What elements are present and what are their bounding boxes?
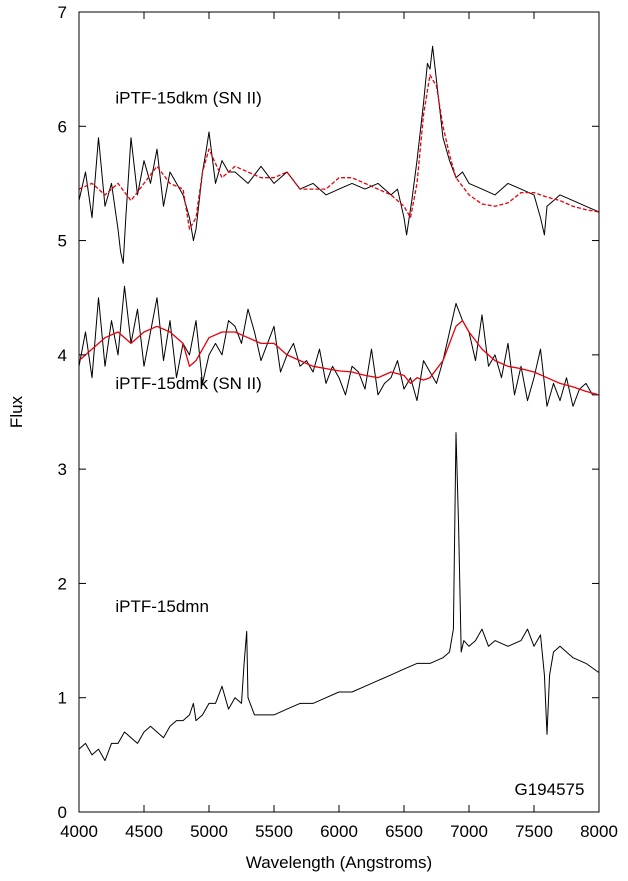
annotation-layer: iPTF-15dkm (SN II) iPTF-15dmk (SN II) iPTF… — [115, 88, 584, 798]
x-tick-label: 5500 — [255, 822, 293, 841]
x-tick-label: 4500 — [125, 822, 163, 841]
annotation-label: iPTF-15dkm (SN II) — [115, 88, 261, 107]
y-tick-label: 3 — [58, 460, 67, 479]
y-tick-label: 5 — [58, 232, 67, 251]
series-line-3 — [78, 285, 599, 407]
x-tick-label: 7500 — [515, 822, 553, 841]
series-layer — [78, 45, 600, 762]
x-axis-title: Wavelength (Angstroms) — [246, 853, 432, 872]
y-tick-label: 7 — [58, 3, 67, 22]
annotation-label: G194575 — [515, 780, 585, 799]
series-line-5 — [78, 432, 600, 762]
annotation-label: iPTF-15dmn — [115, 597, 209, 616]
annotation-label: iPTF-15dmk (SN II) — [115, 374, 261, 393]
tick-layer: 4000 4500 5000 5500 6000 6500 7000 7500 8000 0 1 2 3… — [58, 3, 618, 841]
series-line-2 — [78, 74, 600, 230]
x-tick-label: 5000 — [190, 822, 228, 841]
y-tick-label: 2 — [58, 574, 67, 593]
series-line-1 — [78, 45, 600, 264]
series-line-4 — [78, 319, 600, 396]
x-tick-label: 6500 — [385, 822, 423, 841]
x-tick-label: 7000 — [450, 822, 488, 841]
x-tick-label: 8000 — [580, 822, 618, 841]
x-tick-label: 6000 — [320, 822, 358, 841]
y-tick-label: 4 — [58, 346, 67, 365]
y-tick-label: 1 — [58, 689, 67, 708]
y-axis-title: Flux — [7, 395, 26, 428]
x-tick-label: 4000 — [60, 822, 98, 841]
y-tick-label: 0 — [58, 803, 67, 822]
y-tick-label: 6 — [58, 117, 67, 136]
